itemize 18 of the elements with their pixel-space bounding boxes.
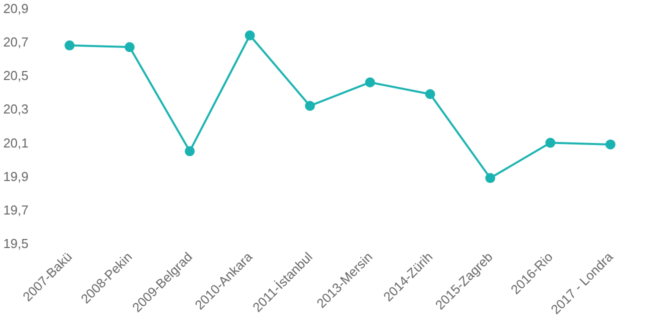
point <box>124 42 135 52</box>
point <box>184 146 195 156</box>
y-tick-label: 19,7 <box>3 202 29 218</box>
y-tick-label: 19,5 <box>3 236 29 251</box>
y-tick-label: 19,9 <box>3 168 29 184</box>
point <box>605 139 616 150</box>
point <box>244 30 255 40</box>
point <box>425 89 436 100</box>
point <box>365 77 376 88</box>
y-tick-label: 20,3 <box>3 102 29 117</box>
y-tick-label: 20,7 <box>3 34 29 50</box>
point <box>545 138 556 148</box>
point <box>64 40 75 50</box>
y-tick-label: 20,9 <box>3 1 29 16</box>
point <box>485 173 496 184</box>
y-tick-label: 20,1 <box>3 135 29 150</box>
point <box>304 100 315 111</box>
y-tick-label: 20,5 <box>3 68 29 84</box>
